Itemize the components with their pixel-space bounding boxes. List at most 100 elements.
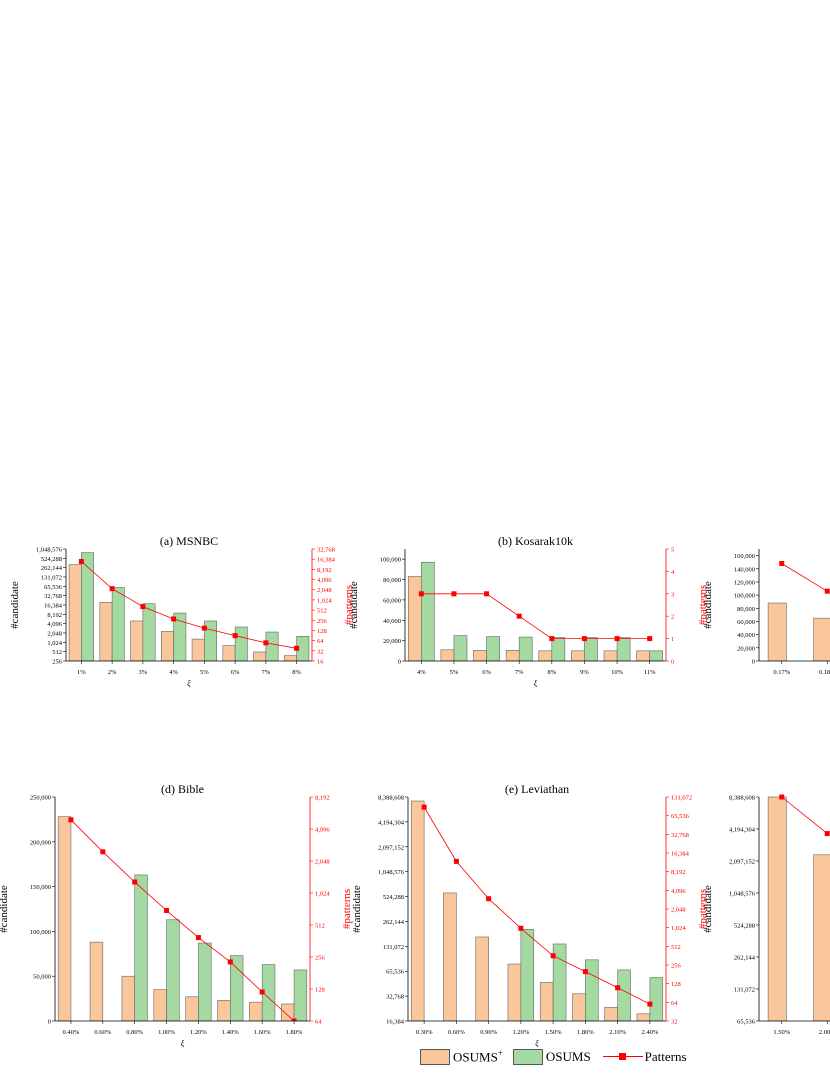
patterns-line: [70, 819, 295, 1021]
y2-tick-label: 256: [315, 955, 326, 962]
x-tick-label: 1.50%: [545, 1029, 562, 1036]
bar-osums: [134, 874, 148, 1021]
y-tick-label: 8,192: [47, 612, 62, 619]
patterns-point: [132, 879, 138, 885]
y-axis-label: #candidate: [351, 885, 363, 933]
bar-osums-plus: [191, 638, 205, 661]
patterns-point: [451, 591, 457, 597]
y-tick-label: 524,288: [383, 894, 404, 901]
x-tick-label: 1.00%: [158, 1029, 175, 1036]
y-tick-label: 65,536: [386, 969, 405, 976]
plot-area: [410, 800, 664, 1021]
x-tick-label: 9%: [580, 669, 589, 676]
plot-area: [767, 794, 830, 1021]
y2-tick-label: 4,096: [671, 888, 686, 895]
bar-osums: [453, 635, 468, 661]
y2-tick-label: 8,192: [317, 567, 332, 574]
x-tick-label: 2.40%: [641, 1029, 658, 1036]
x-tick-label: 3%: [139, 669, 148, 676]
bar-osums-plus: [636, 650, 650, 661]
legend-item-patterns: Patterns: [601, 1049, 687, 1065]
y2-tick-label: 65,536: [671, 813, 690, 820]
patterns-point: [259, 989, 265, 995]
y-tick-label: 524,288: [41, 556, 62, 563]
bar-osums: [142, 603, 156, 661]
patterns-point: [516, 613, 522, 619]
y2-tick-label: 2,048: [317, 587, 332, 594]
bar-osums: [265, 631, 279, 661]
patterns-line: [421, 593, 650, 639]
bar-osums-plus: [130, 620, 144, 661]
bar-osums: [293, 969, 308, 1021]
patterns-line: [781, 563, 828, 592]
x-tick-label: 4%: [169, 669, 178, 676]
patterns-point: [109, 586, 115, 592]
y-tick-label: 262,144: [41, 565, 63, 572]
y2-tick-label: 3: [671, 591, 674, 598]
y-tick-label: 2,097,152: [378, 844, 404, 851]
y2-tick-label: 128: [671, 981, 681, 988]
x-axis-label: ξ: [181, 1039, 185, 1048]
y-tick-label: 16,384: [44, 603, 63, 610]
y-tick-label: 40,000: [737, 632, 755, 639]
bar-osums: [584, 637, 598, 661]
patterns-point: [647, 636, 653, 642]
y-tick-label: 140,000: [734, 566, 755, 573]
y-tick-label: 60,000: [383, 597, 401, 604]
x-tick-label: 5%: [450, 669, 459, 676]
bar-osums-plus: [538, 650, 553, 661]
plot-area: [68, 552, 310, 661]
y-tick-label: 250,000: [30, 795, 51, 802]
patterns-point: [291, 1018, 297, 1021]
bar-osums-plus: [507, 963, 522, 1021]
y-tick-label: 1,048,576: [378, 869, 405, 876]
y-tick-label: 256: [52, 659, 63, 666]
patterns-point: [171, 616, 177, 622]
y-tick-label: 20,000: [383, 638, 401, 645]
y2-tick-label: 512: [317, 608, 327, 615]
y-tick-label: 2,097,152: [729, 859, 755, 866]
x-tick-label: 6%: [482, 669, 491, 676]
patterns-point: [201, 625, 207, 631]
y2-tick-label: 512: [671, 944, 681, 951]
x-tick-label: 2.10%: [609, 1029, 626, 1036]
patterns-line: [423, 806, 651, 1005]
y-tick-label: 262,144: [734, 955, 756, 962]
patterns-point: [486, 896, 492, 902]
y2-tick-label: 1,024: [671, 925, 686, 932]
patterns-point: [453, 858, 459, 864]
chart-title: (e) Leviathan: [505, 782, 569, 796]
y-axis-label: #candidate: [9, 581, 21, 629]
patterns-point: [614, 636, 620, 642]
y-tick-label: 60,000: [737, 619, 755, 626]
bar-osums: [166, 919, 180, 1021]
patterns-point: [100, 849, 106, 855]
bar-osums-plus: [57, 816, 72, 1021]
y2-tick-label: 128: [317, 628, 327, 635]
bar-osums: [234, 626, 248, 661]
bar-osums-plus: [813, 854, 830, 1021]
x-tick-label: 11%: [644, 669, 656, 676]
patterns-point: [824, 831, 830, 837]
x-tick-label: 0.40%: [63, 1029, 80, 1036]
chart-title: (b) Kosarak10k: [498, 534, 573, 548]
legend-item-osums-plus: OSUMS+: [420, 1048, 503, 1065]
x-tick-label: 1%: [77, 669, 86, 676]
x-tick-label: 0.18%: [819, 669, 830, 676]
y-tick-label: 100,000: [30, 929, 51, 936]
bar-osums-plus: [473, 650, 487, 661]
y-tick-label: 80,000: [383, 577, 401, 584]
y-tick-label: 4,194,304: [729, 827, 756, 834]
y2-tick-label: 256: [671, 963, 682, 970]
x-tick-label: 1.80%: [286, 1029, 303, 1036]
bar-osums-plus: [253, 651, 267, 661]
bar-osums-plus: [767, 602, 787, 661]
bar-osums-plus: [89, 941, 104, 1021]
y-tick-label: 32,768: [386, 994, 404, 1001]
y-tick-label: 4,194,304: [378, 819, 405, 826]
bar-osums-plus: [407, 576, 422, 661]
patterns-point: [68, 817, 74, 823]
y-tick-label: 80,000: [737, 606, 755, 613]
patterns-point: [550, 953, 556, 959]
y2-tick-label: 16,384: [317, 557, 336, 564]
